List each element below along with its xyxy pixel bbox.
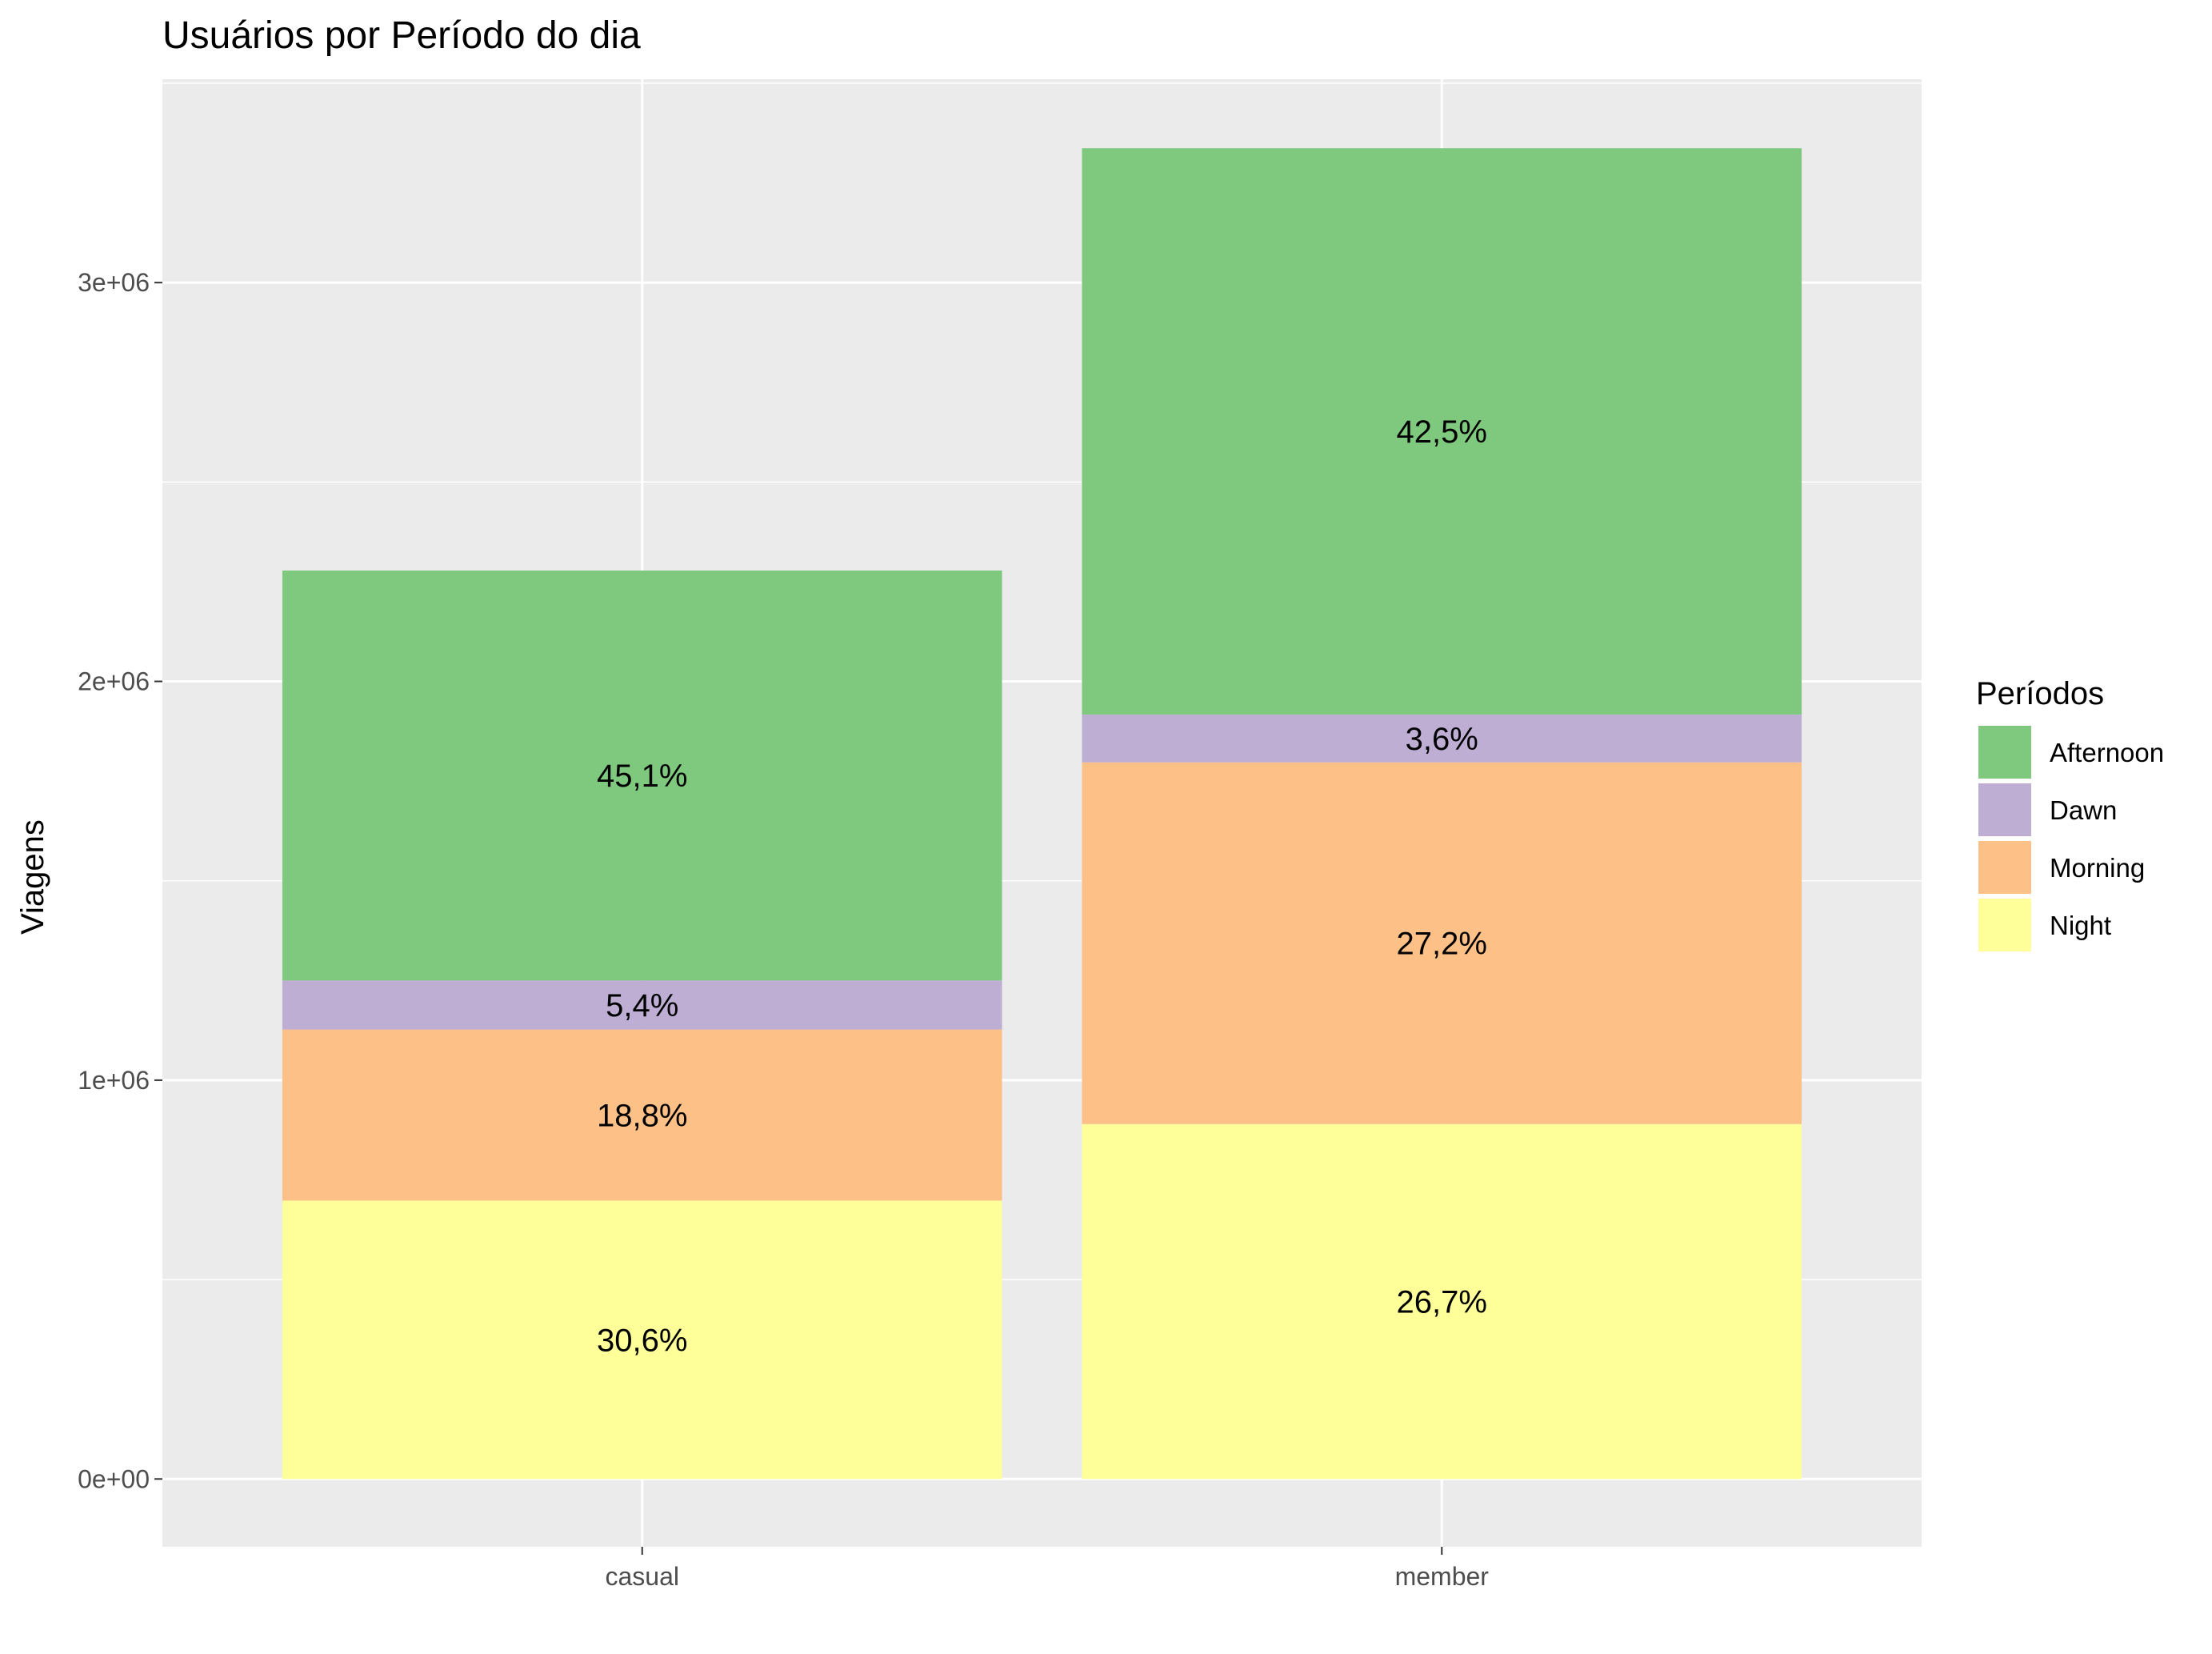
legend-label-dawn: Dawn (2050, 795, 2117, 825)
x-tick-label-member: member (1395, 1562, 1490, 1591)
legend-title: Períodos (1976, 676, 2104, 711)
bar-casual-night (282, 1200, 1002, 1480)
legend-key-dawn (1977, 782, 2033, 838)
legend-label-night: Night (2050, 911, 2111, 940)
data-label-casual-night: 30,6% (597, 1323, 687, 1358)
bar-member-afternoon (1082, 148, 1802, 715)
legend-label-morning: Morning (2050, 853, 2145, 883)
data-label-member-night: 26,7% (1397, 1285, 1487, 1320)
y-axis: 0e+00 1e+06 2e+06 3e+06 (78, 268, 162, 1493)
y-tick-label: 2e+06 (78, 667, 150, 696)
y-tick-label: 3e+06 (78, 268, 150, 297)
bar-casual-morning (282, 1029, 1002, 1201)
legend-key-night (1977, 897, 2033, 953)
legend: Períodos Afternoon Dawn Morning Night (1976, 676, 2164, 953)
data-label-member-morning: 27,2% (1397, 927, 1487, 962)
bar-casual-afternoon (282, 570, 1002, 981)
x-axis: casual member (605, 1547, 1489, 1591)
data-label-casual-morning: 18,8% (597, 1099, 687, 1134)
bar-casual-dawn (282, 980, 1002, 1030)
x-tick-label-casual: casual (605, 1562, 679, 1591)
data-label-casual-dawn: 5,4% (606, 988, 678, 1023)
data-label-member-afternoon: 42,5% (1397, 415, 1487, 450)
plot-panel: 30,6% 18,8% 5,4% 45,1% 26,7% 27,2% 3,6% 42,5% (162, 79, 1922, 1547)
data-label-member-dawn: 3,6% (1406, 722, 1478, 757)
bar-member-morning (1082, 762, 1802, 1124)
y-tick-label: 1e+06 (78, 1066, 150, 1095)
y-tick-label: 0e+00 (78, 1464, 150, 1493)
data-label-casual-afternoon: 45,1% (597, 759, 687, 794)
y-axis-title: Viagens (15, 819, 50, 935)
legend-key-afternoon (1977, 724, 2033, 780)
bar-member-dawn (1082, 714, 1802, 763)
bar-member-night (1082, 1123, 1802, 1480)
chart-title: Usuários por Período do dia (162, 14, 641, 57)
legend-key-morning (1977, 839, 2033, 895)
legend-label-afternoon: Afternoon (2050, 738, 2164, 767)
